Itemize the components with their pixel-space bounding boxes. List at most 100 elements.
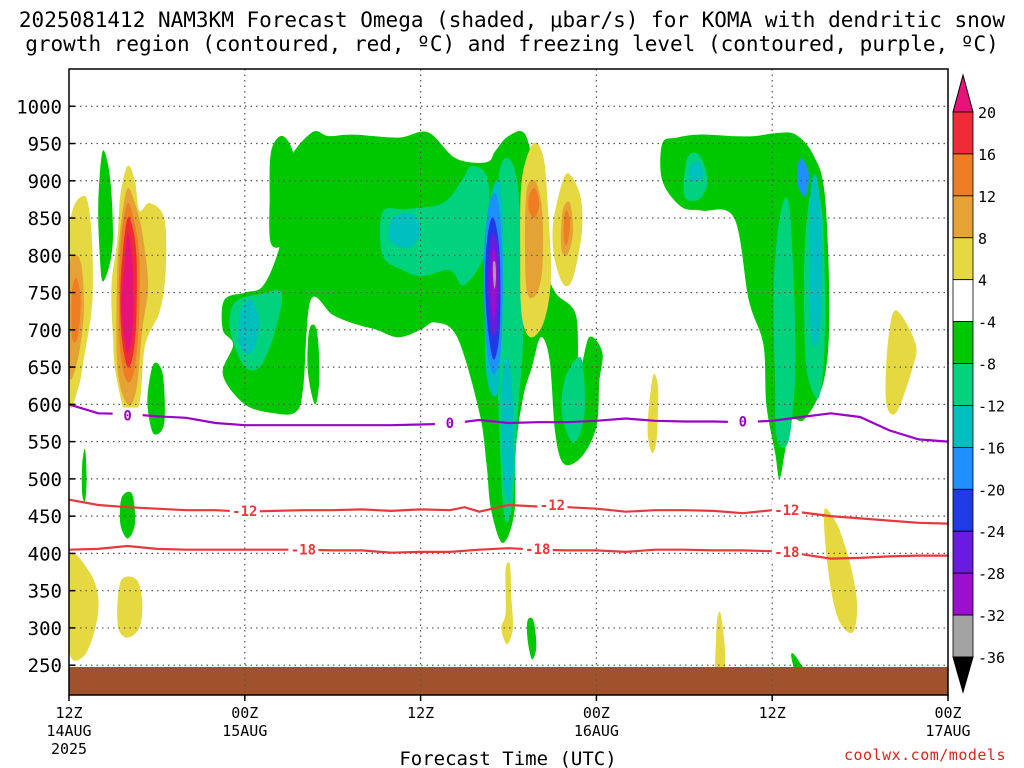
omega-region-5-4 <box>823 508 858 634</box>
colorbar-tick-label: -24 <box>978 523 1005 541</box>
temperature-contours: -18 -18 -18 -12 -12 -12 0 0 0 <box>68 403 949 561</box>
colorbar-swatch <box>952 446 974 490</box>
y-tick-label-750: 750 <box>28 283 62 305</box>
omega-region-18--8 <box>379 165 490 286</box>
colorbar-swatch <box>952 405 974 448</box>
omega-region-6-4 <box>885 310 917 415</box>
colorbar-tick-label: 8 <box>978 230 987 248</box>
omega-region-0-4 <box>69 552 99 661</box>
chart-title-line-2: growth region (contoured, red, ºC) and f… <box>25 32 999 56</box>
contour-label-0: 0 <box>446 416 454 432</box>
y-tick-label-250: 250 <box>28 655 62 677</box>
x-tick-label: 12Z <box>407 704 434 722</box>
omega-region-10--4 <box>81 448 87 502</box>
plot-frame <box>68 68 949 696</box>
omega-region-46-12 <box>528 188 540 219</box>
omega-region-4-4 <box>647 373 659 453</box>
colorbar-swatch <box>952 488 974 532</box>
colorbar-tick-label: -4 <box>978 314 996 332</box>
source-credit: coolwx.com/models <box>843 746 1006 764</box>
contour-line-0 <box>68 403 949 443</box>
colorbar-swatch <box>952 279 974 323</box>
x-tick-date-label: 16AUG <box>574 722 619 740</box>
contour-label--18: -18 <box>525 542 550 558</box>
colorbar-tick-label: 12 <box>978 188 996 206</box>
contour-label--12: -12 <box>540 498 565 514</box>
contour-label-bg <box>727 413 758 430</box>
y-tick-label-850: 850 <box>28 208 62 230</box>
y-tick-label-800: 800 <box>28 245 62 267</box>
x-tick-date-label: 15AUG <box>222 722 267 740</box>
x-tick-year-label: 2025 <box>51 740 87 758</box>
contour-label-bg <box>771 543 802 560</box>
colorbar-tick-label: -8 <box>978 356 996 374</box>
x-tick-label: 00Z <box>934 704 961 722</box>
colorbar-tick-label: -32 <box>978 607 1005 625</box>
x-tick-label: 00Z <box>583 704 610 722</box>
y-tick-label-700: 700 <box>28 320 62 342</box>
contour-label-bg <box>288 541 319 558</box>
y-tick-label-500: 500 <box>28 469 62 491</box>
y-tick-label-550: 550 <box>28 432 62 454</box>
y-tick-label-400: 400 <box>28 543 62 565</box>
x-tick-date-label: 17AUG <box>925 722 970 740</box>
contour-label--18: -18 <box>291 543 316 559</box>
colorbar-swatch <box>952 153 974 197</box>
colorbar-tick-label: 20 <box>978 104 996 122</box>
omega-region-9--4 <box>119 491 136 539</box>
y-tick-label-300: 300 <box>28 618 62 640</box>
contour-line--18 <box>68 544 948 560</box>
omega-region-28--12 <box>388 213 421 249</box>
contour-label-bg <box>522 540 553 557</box>
chart-title-line-1: 2025081412 NAM3KM Forecast Omega (shaded… <box>18 8 1006 32</box>
y-tick-label-350: 350 <box>28 581 62 603</box>
colorbar-swatch <box>952 572 974 616</box>
colorbar-tick-label: -16 <box>978 439 1005 457</box>
omega-region-49-12 <box>563 210 570 246</box>
omega-shaded-regions <box>69 130 917 695</box>
contour-label-0: 0 <box>739 414 747 430</box>
contour-label--12: -12 <box>232 504 257 520</box>
x-tick-label: 12Z <box>759 704 786 722</box>
y-tick-label-950: 950 <box>28 134 62 156</box>
y-tick-label-650: 650 <box>28 357 62 379</box>
omega-region-1-4 <box>117 576 143 638</box>
colorbar-swatch <box>952 195 974 239</box>
y-tick-label-450: 450 <box>28 506 62 528</box>
y-tick-label-600: 600 <box>28 394 62 416</box>
x-axis-label: Forecast Time (UTC) <box>399 748 616 768</box>
omega-region-2-4 <box>501 562 514 645</box>
colorbar-swatch <box>952 614 974 658</box>
colorbar-swatch <box>952 363 974 406</box>
x-tick-label: 00Z <box>231 704 258 722</box>
omega-region-11--4 <box>147 362 165 435</box>
colorbar-tick-label: -12 <box>978 397 1005 415</box>
x-tick-date-label: 14AUG <box>46 722 91 740</box>
omega-region-8--4 <box>526 617 537 660</box>
omega-region-12--4 <box>98 150 113 282</box>
colorbar-tick-label: -20 <box>978 481 1005 499</box>
colorbar-swatch <box>952 321 974 364</box>
omega-region-21--8 <box>773 197 796 448</box>
contour-label-bg <box>112 407 143 424</box>
colorbar-top-arrow <box>952 73 974 113</box>
omega-region-29--12 <box>688 161 704 182</box>
colorbar-tick-label: 16 <box>978 146 996 164</box>
omega-region-24--12 <box>238 299 260 354</box>
y-tick-label-900: 900 <box>28 171 62 193</box>
colorbar-tick-label: -28 <box>978 565 1005 583</box>
colorbar-tick-label: 4 <box>978 272 987 290</box>
omega-region-43-20 <box>121 232 134 353</box>
omega-region-38-12 <box>71 277 81 343</box>
y-axis: 250 300 350 400 450 500 550 600 650 700 750 800 850 9… <box>16 96 75 677</box>
omega-region-15--4 <box>307 324 320 405</box>
colorbar-swatch <box>952 111 974 155</box>
x-tick-label: 12Z <box>55 704 82 722</box>
omega-region-25--12 <box>501 357 514 502</box>
colorbar: 20 16 12 8 4 -4 -8 -12 -16 -20 -24 -28 -32 -36 <box>952 73 1005 694</box>
colorbar-swatch <box>952 530 974 574</box>
contour-label-bg <box>229 502 260 519</box>
contour-label-bg <box>771 502 802 519</box>
